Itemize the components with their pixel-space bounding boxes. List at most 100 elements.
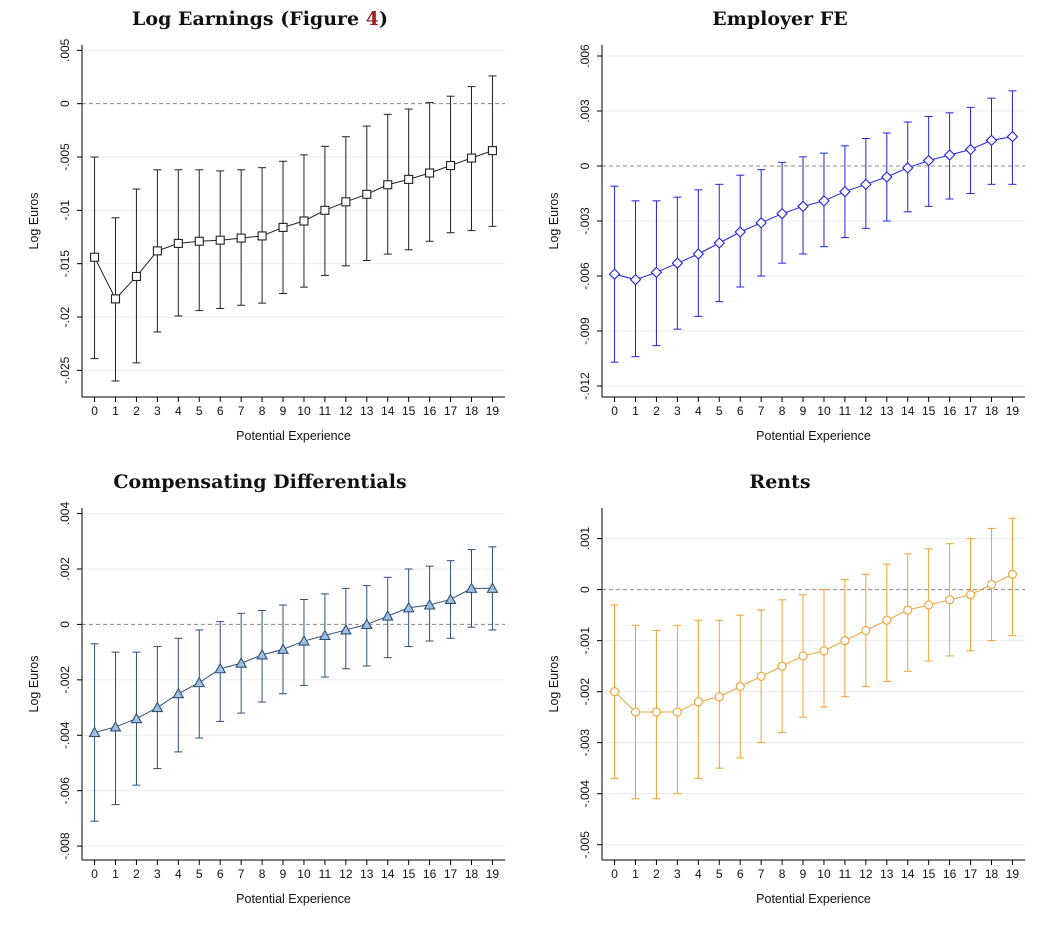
x-tick-label: 1	[632, 867, 639, 881]
data-point	[236, 233, 246, 243]
y-tick-label: .006	[578, 44, 592, 68]
data-point	[610, 687, 620, 697]
data-point	[819, 646, 829, 656]
x-tick-label: 9	[800, 404, 807, 418]
data-point	[466, 153, 477, 163]
data-point	[487, 146, 497, 156]
x-tick-label: 18	[985, 404, 999, 418]
data-point	[194, 236, 204, 246]
x-tick-label: 18	[985, 867, 999, 881]
y-axis-label: Log Euros	[547, 656, 561, 713]
y-tick-label: .004	[58, 502, 72, 526]
x-axis-label: Potential Experience	[236, 892, 351, 906]
y-tick-label: -.001	[578, 627, 592, 655]
data-point	[341, 197, 351, 207]
data-point	[964, 143, 977, 156]
x-tick-label: 5	[196, 404, 203, 418]
x-tick-label: 0	[91, 404, 98, 418]
x-tick-label: 15	[402, 867, 416, 881]
data-point	[88, 726, 101, 738]
data-point	[362, 189, 372, 199]
x-tick-label: 3	[674, 867, 681, 881]
y-tick-label: -.005	[578, 831, 592, 859]
x-tick-label: 2	[133, 404, 140, 418]
data-point	[818, 195, 830, 207]
x-tick-label: 0	[91, 867, 98, 881]
x-tick-label: 8	[779, 404, 786, 418]
data-point	[444, 593, 457, 605]
x-tick-label: 6	[217, 404, 224, 418]
data-point	[986, 579, 997, 590]
data-point	[131, 271, 141, 282]
x-tick-label: 16	[943, 404, 957, 418]
x-tick-label: 9	[280, 867, 287, 881]
x-tick-label: 10	[817, 404, 831, 418]
x-tick-label: 3	[154, 867, 161, 881]
y-tick-label: -.008	[58, 832, 72, 860]
x-tick-label: 8	[259, 404, 266, 418]
data-point	[840, 636, 850, 646]
y-tick-label: -.02	[58, 306, 72, 327]
x-tick-label: 10	[817, 867, 831, 881]
data-point	[277, 643, 289, 654]
series-line	[614, 136, 1013, 281]
y-tick-label: 0	[578, 586, 592, 593]
data-point	[629, 273, 642, 286]
x-tick-label: 12	[339, 867, 353, 881]
data-point	[339, 623, 352, 635]
data-point	[423, 598, 436, 610]
x-tick-label: 12	[339, 404, 353, 418]
x-tick-label: 3	[674, 404, 681, 418]
data-point	[650, 266, 663, 279]
x-tick-label: 2	[653, 867, 660, 881]
y-tick-label: -.006	[58, 777, 72, 805]
data-point	[402, 601, 415, 613]
x-tick-label: 5	[716, 404, 723, 418]
data-point	[214, 662, 227, 674]
y-tick-label: -.002	[578, 678, 592, 706]
data-point	[924, 600, 934, 610]
y-tick-label: 0	[578, 162, 592, 169]
data-point	[256, 648, 269, 660]
x-tick-label: 19	[1006, 867, 1020, 881]
x-tick-label: 14	[381, 404, 395, 418]
data-point	[130, 712, 143, 724]
x-axis-label: Potential Experience	[236, 429, 351, 443]
data-point	[90, 252, 100, 262]
panel-log-earnings: Log Earnings (Figure 4) .005 0 -.005 -.01 -.…	[0, 0, 520, 463]
data-point	[109, 720, 122, 732]
data-point	[861, 625, 871, 635]
panel-employer-fe: Employer FE .006 .003 0 -.003 -.006 -.009 -.01…	[520, 0, 1040, 463]
y-tick-label: -.004	[58, 721, 72, 749]
chart-title-text: Log Earnings (Figure	[132, 8, 366, 30]
x-tick-label: 6	[737, 404, 744, 418]
x-tick-label: 0	[611, 867, 618, 881]
chart-title: Log Earnings (Figure 4)	[0, 8, 520, 30]
data-point	[693, 697, 703, 707]
data-point	[881, 171, 893, 183]
figure-reference-link[interactable]: 4	[365, 8, 379, 30]
x-tick-label: 19	[1006, 404, 1020, 418]
data-point	[151, 701, 164, 713]
x-tick-label: 7	[238, 404, 245, 418]
data-point	[945, 595, 955, 605]
y-tick-label: -.025	[58, 356, 72, 384]
y-tick-label: -.01	[58, 200, 72, 221]
data-point	[1007, 569, 1017, 579]
x-tick-label: 11	[839, 867, 852, 881]
x-tick-label: 17	[444, 404, 458, 418]
y-tick-label: -.015	[58, 250, 72, 278]
panel-rents: Rents .001 0 -.001 -.002 -.003 -.004 -.005 0 1 2 3…	[520, 463, 1040, 926]
data-point	[798, 651, 808, 661]
x-tick-label: 9	[800, 867, 807, 881]
data-point	[299, 216, 309, 226]
data-point	[985, 134, 998, 147]
data-point	[651, 707, 661, 717]
x-tick-label: 16	[943, 867, 957, 881]
x-tick-label: 9	[280, 404, 287, 418]
chart-title: Rents	[749, 471, 811, 493]
x-tick-label: 3	[154, 404, 161, 418]
x-tick-label: 1	[632, 404, 639, 418]
